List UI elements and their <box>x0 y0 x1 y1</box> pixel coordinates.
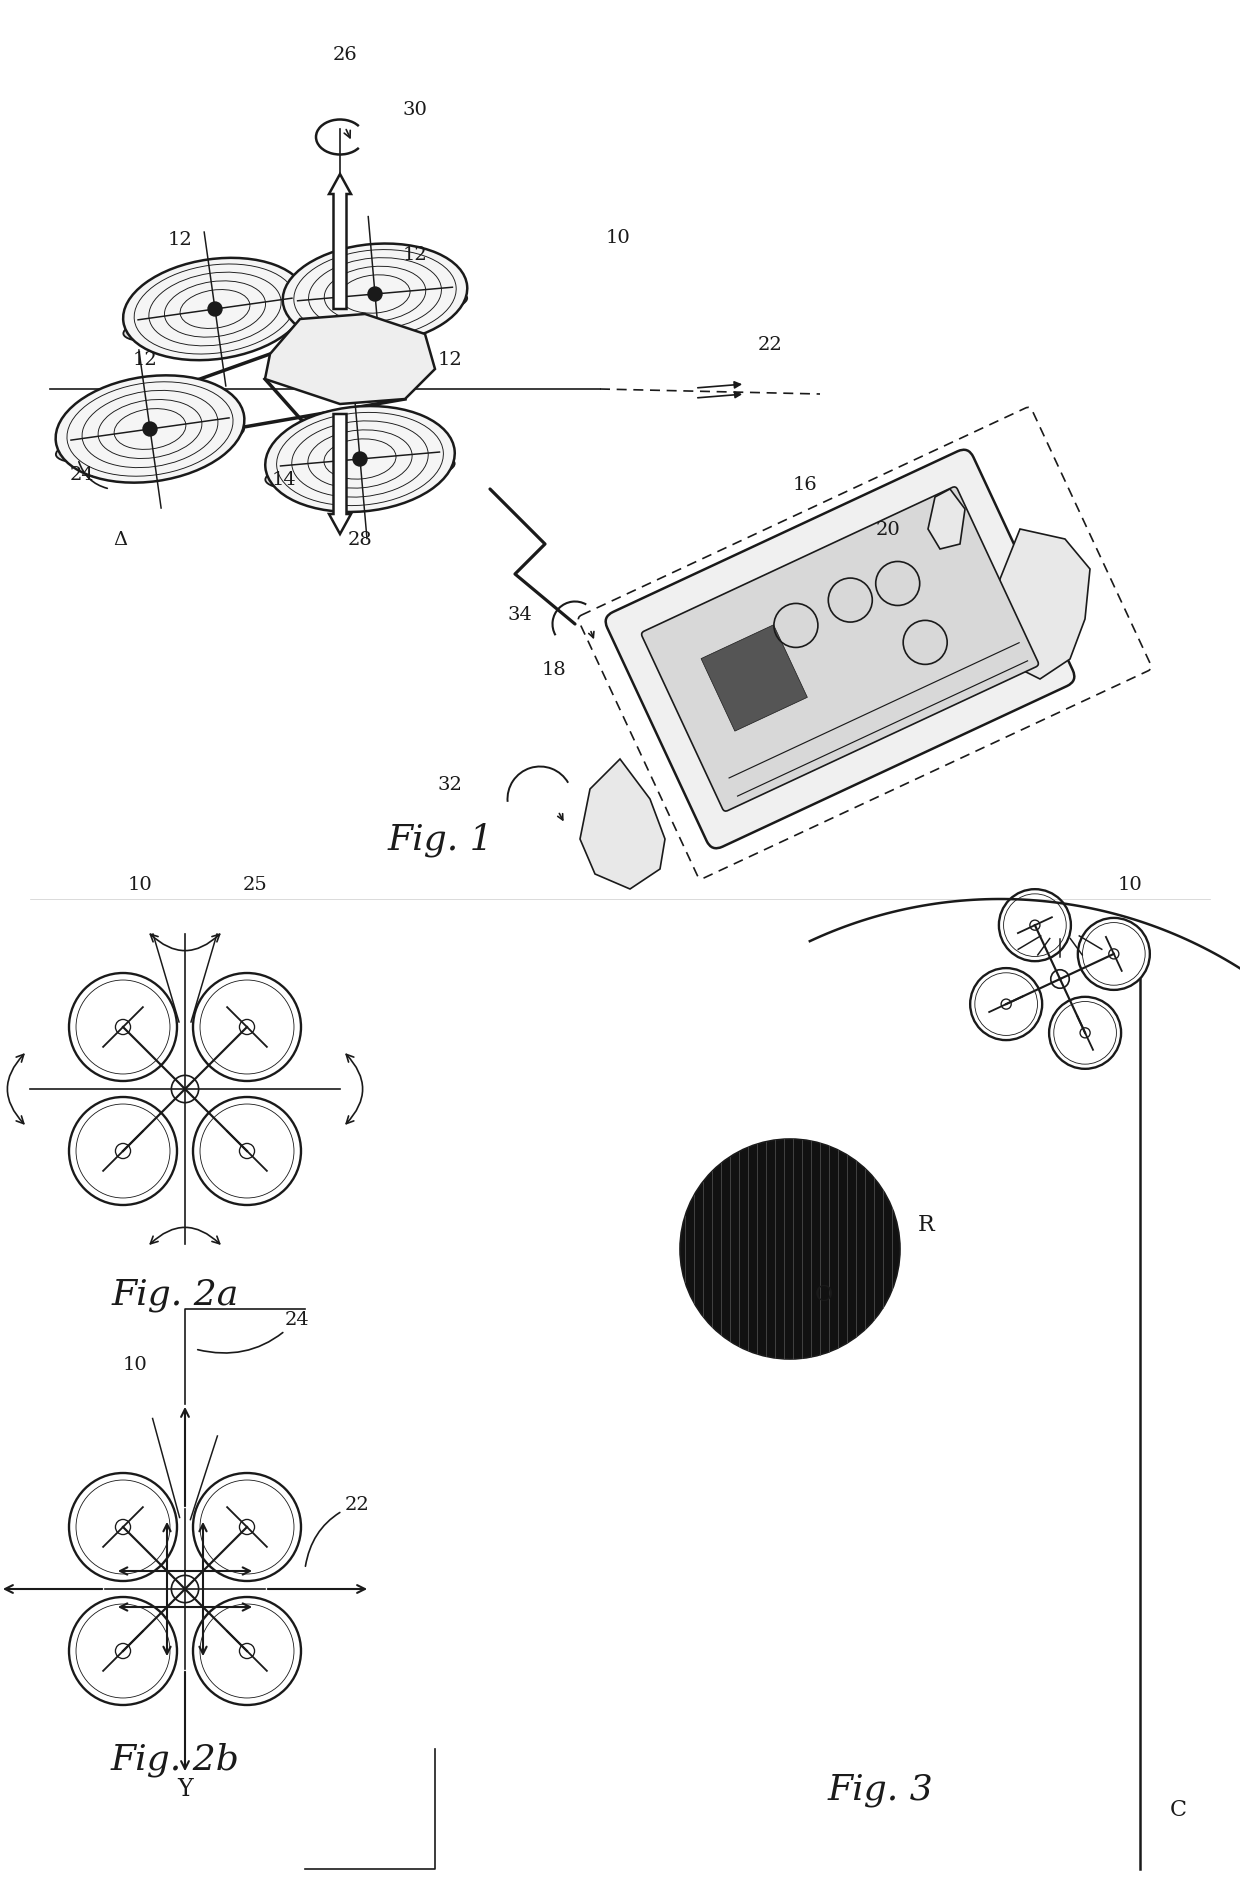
Text: 26: 26 <box>332 46 357 65</box>
Text: C: C <box>1171 1797 1187 1820</box>
Text: 20: 20 <box>875 520 900 539</box>
Ellipse shape <box>265 452 455 492</box>
Text: Fig. 1: Fig. 1 <box>387 822 492 856</box>
Text: 16: 16 <box>792 476 817 493</box>
Text: 12: 12 <box>438 351 463 368</box>
Text: 24: 24 <box>197 1310 310 1353</box>
Ellipse shape <box>123 258 306 361</box>
FancyBboxPatch shape <box>605 450 1074 848</box>
Ellipse shape <box>265 406 455 512</box>
Text: 12: 12 <box>167 232 192 249</box>
Text: 10: 10 <box>605 230 630 247</box>
Text: O: O <box>815 1283 833 1306</box>
Circle shape <box>680 1139 900 1359</box>
Text: 10: 10 <box>123 1355 148 1374</box>
Text: 10: 10 <box>128 875 153 894</box>
Text: 25: 25 <box>243 875 268 894</box>
Text: 28: 28 <box>347 531 372 549</box>
Text: 32: 32 <box>438 776 463 793</box>
Polygon shape <box>928 490 965 550</box>
Polygon shape <box>994 530 1090 679</box>
Text: 18: 18 <box>542 661 567 679</box>
Text: 24: 24 <box>69 465 94 484</box>
Ellipse shape <box>283 288 467 326</box>
Text: Fig. 3: Fig. 3 <box>827 1773 932 1807</box>
Text: Fig. 2a: Fig. 2a <box>112 1277 238 1312</box>
FancyBboxPatch shape <box>641 488 1038 812</box>
Ellipse shape <box>123 300 306 344</box>
Text: Y: Y <box>177 1778 192 1801</box>
Polygon shape <box>265 315 435 404</box>
Text: 34: 34 <box>507 605 532 624</box>
Text: Fig. 2b: Fig. 2b <box>110 1742 239 1777</box>
Circle shape <box>208 304 222 317</box>
FancyArrow shape <box>329 175 351 309</box>
Polygon shape <box>580 759 665 890</box>
Ellipse shape <box>283 245 467 345</box>
Circle shape <box>353 454 367 467</box>
Ellipse shape <box>56 419 244 465</box>
Text: R: R <box>918 1213 935 1236</box>
Polygon shape <box>701 626 807 733</box>
Text: 22: 22 <box>305 1496 370 1566</box>
Circle shape <box>143 423 157 437</box>
Text: 10: 10 <box>1117 875 1142 894</box>
Text: 14: 14 <box>272 471 296 490</box>
Circle shape <box>368 288 382 302</box>
Text: Δ: Δ <box>113 531 126 549</box>
FancyArrow shape <box>329 416 351 535</box>
Text: 22: 22 <box>758 336 782 353</box>
Text: 12: 12 <box>133 351 157 368</box>
Text: 30: 30 <box>403 101 428 120</box>
Ellipse shape <box>56 376 244 484</box>
Text: 12: 12 <box>403 247 428 264</box>
